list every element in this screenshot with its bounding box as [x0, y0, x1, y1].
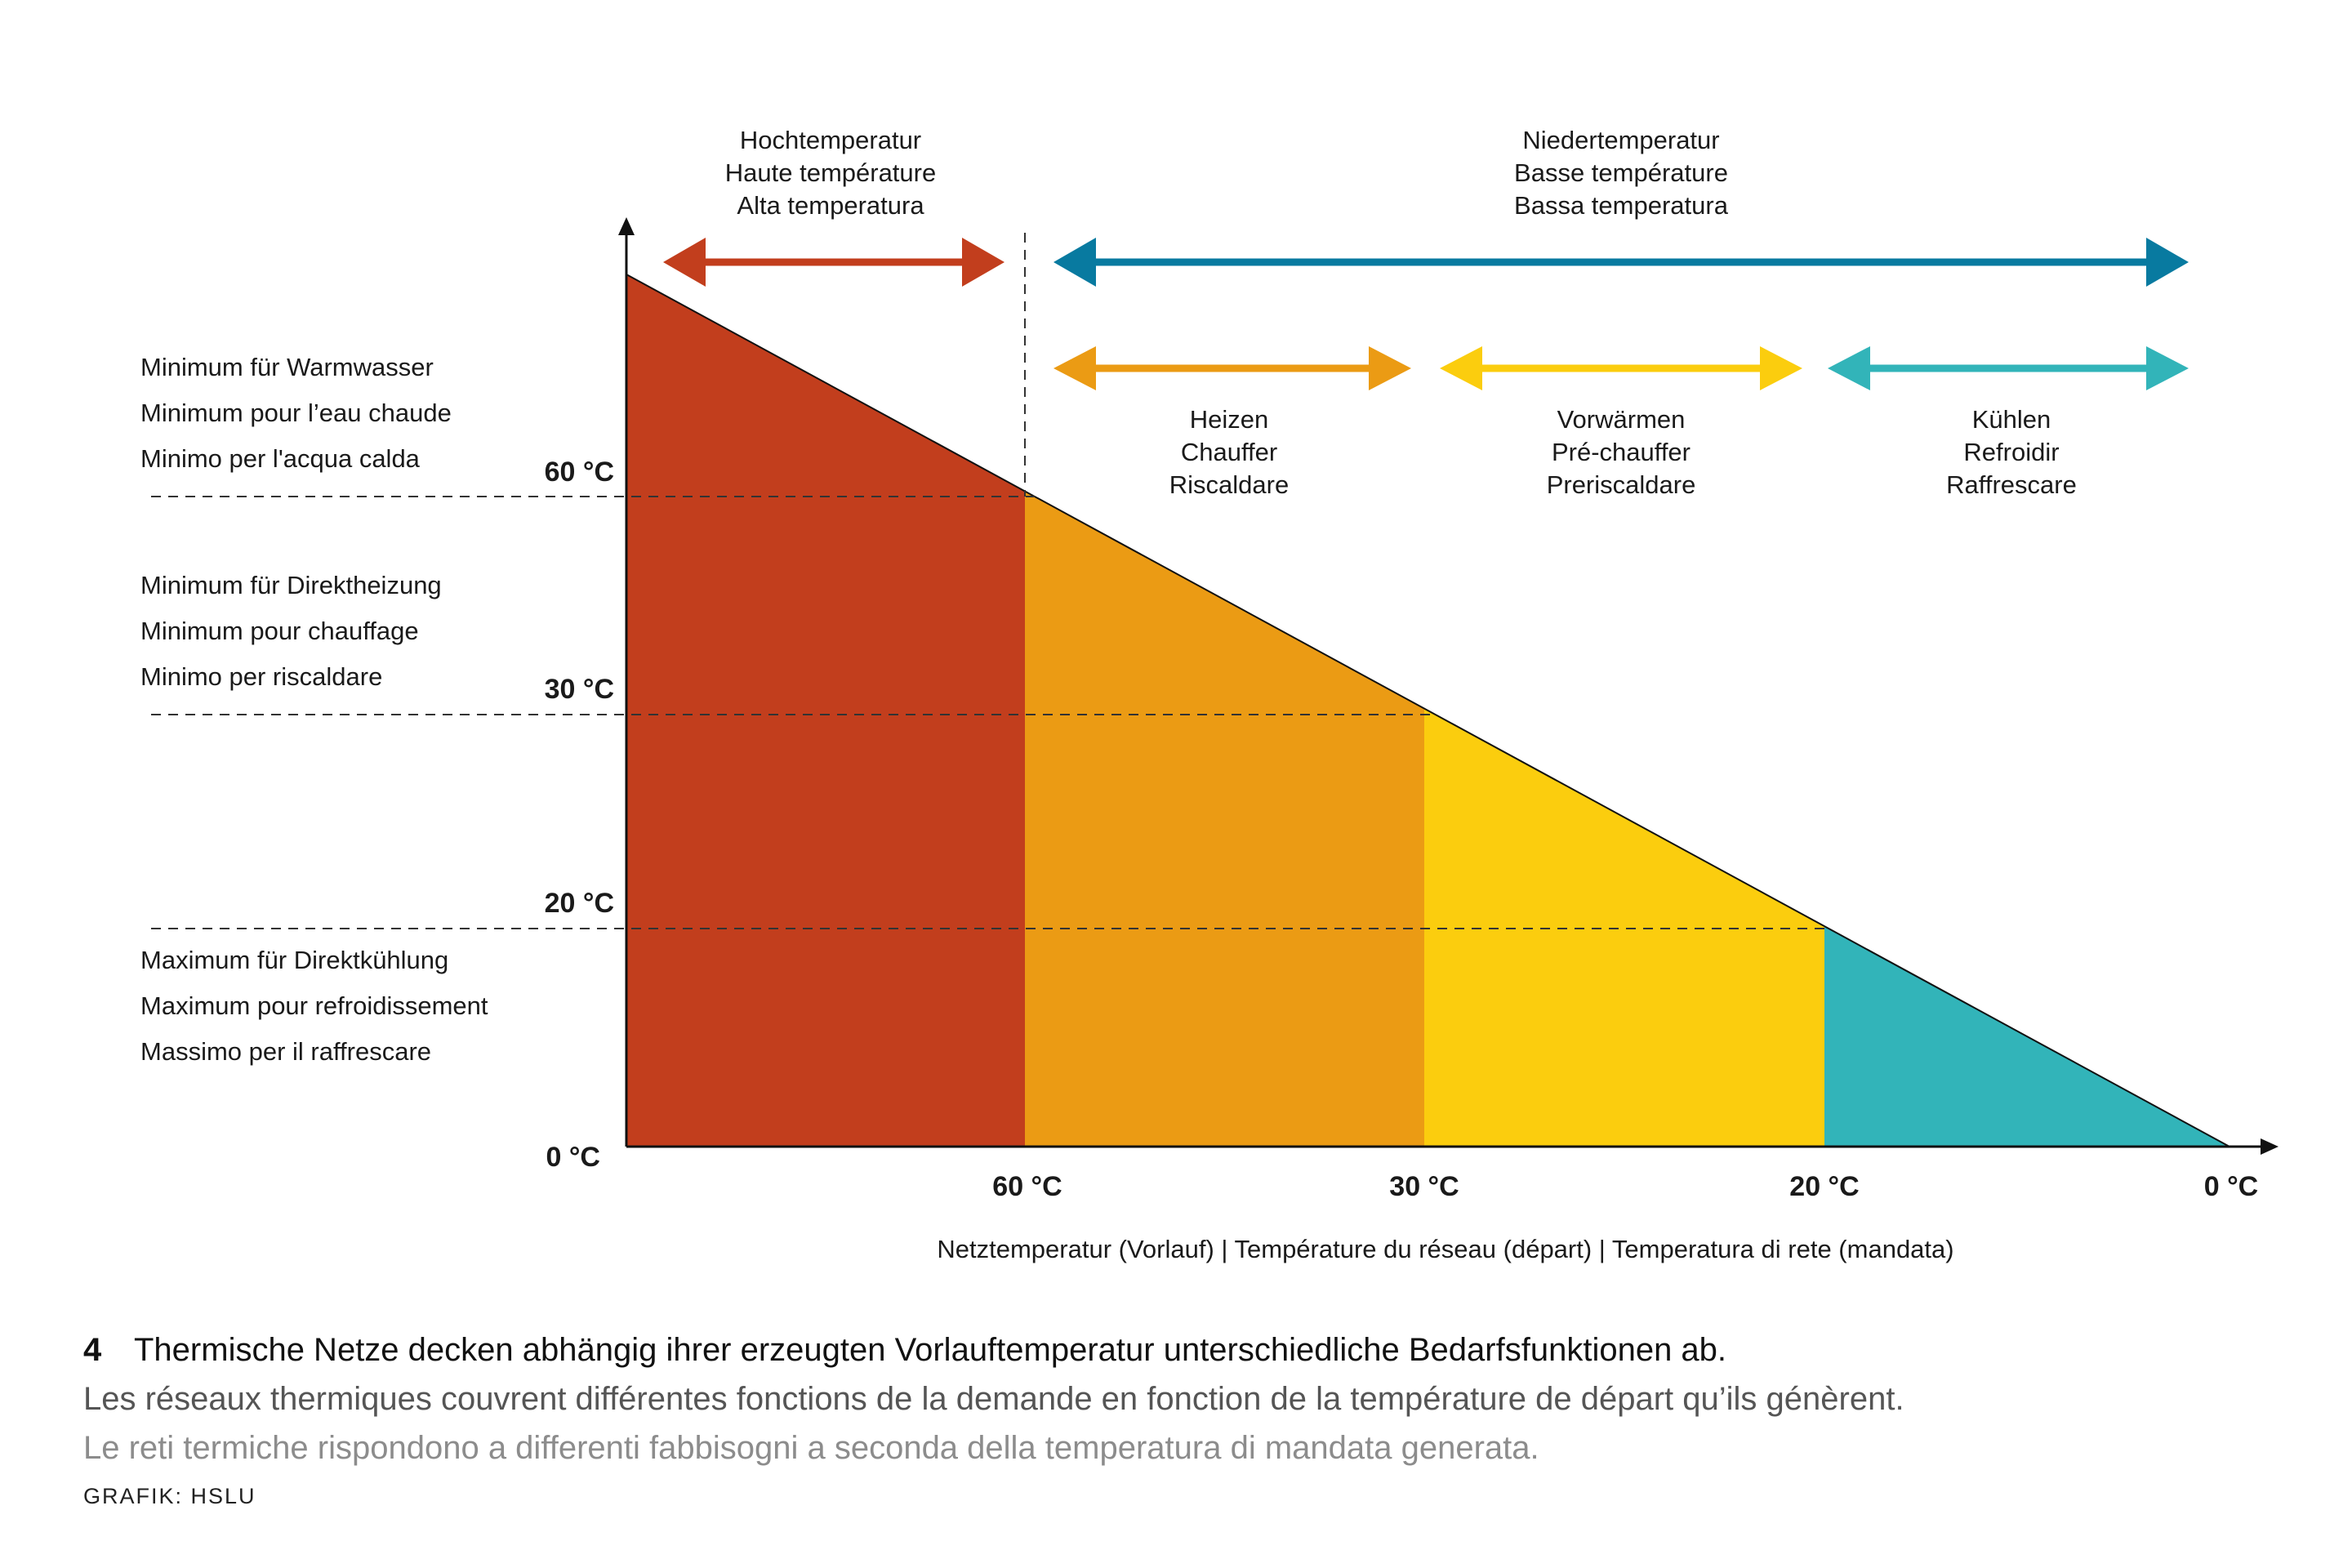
x-tick-label-2: 20 °C: [1789, 1171, 1859, 1202]
x-tick-label-3: 0 °C: [2204, 1171, 2259, 1202]
figure-number: 4: [83, 1332, 102, 1368]
range-arrow-left-icon-heat: [1054, 346, 1096, 390]
range-arrow-right-icon-high: [962, 238, 1004, 287]
range-label-cool-2: Raffrescare: [1946, 470, 2077, 499]
y-axis-arrow-icon: [618, 217, 635, 235]
threshold-label-2-2: Massimo per il raffrescare: [140, 1037, 431, 1066]
range-label-cool-1: Refroidir: [1963, 438, 2059, 466]
range-arrow-left-icon-high: [663, 238, 706, 287]
range-label-high-0: Hochtemperatur: [740, 126, 921, 154]
graphic-credit: GRAFIK: HSLU: [83, 1484, 256, 1508]
range-label-heat-2: Riscaldare: [1169, 470, 1289, 499]
threshold-label-0-2: Minimo per l'acqua calda: [140, 444, 421, 473]
range-arrow-left-icon-preheat: [1440, 346, 1482, 390]
x-tick-label-1: 30 °C: [1389, 1171, 1459, 1202]
range-label-low-0: Niedertemperatur: [1522, 126, 1719, 154]
x-axis-title: Netztemperatur (Vorlauf) | Température d…: [937, 1235, 1953, 1263]
range-label-high-1: Haute température: [725, 158, 936, 187]
threshold-label-1-0: Minimum für Direktheizung: [140, 571, 442, 599]
range-arrow-right-icon-low: [2146, 238, 2189, 287]
range-label-preheat-0: Vorwärmen: [1557, 405, 1686, 434]
y-tick-label-2: 20 °C: [545, 888, 614, 919]
range-label-low-2: Bassa temperatura: [1514, 191, 1729, 220]
range-label-cool-0: Kühlen: [1972, 405, 2051, 434]
chart: Hochtemperatur Haute température Alta temp…: [140, 126, 2278, 1263]
segment-hochtemperatur: [626, 274, 1025, 1147]
x-tick-label-0: 60 °C: [992, 1171, 1062, 1202]
segment-heizen: [1025, 491, 1424, 1147]
range-arrow-right-icon-heat: [1369, 346, 1411, 390]
caption-german-text: Thermische Netze decken abhängig ihrer e…: [134, 1332, 1727, 1368]
caption-italian: Le reti termiche rispondono a differenti…: [83, 1430, 1539, 1466]
caption-french: Les réseaux thermiques couvrent différen…: [83, 1381, 1904, 1417]
y-tick-label-0: 60 °C: [545, 457, 614, 488]
range-label-preheat-2: Preriscaldare: [1547, 470, 1696, 499]
caption-german: 4 Thermische Netze decken abhängig ihrer …: [83, 1334, 2288, 1366]
range-arrow-left-icon-low: [1054, 238, 1096, 287]
temperature-line: [626, 274, 2230, 1147]
threshold-label-2-1: Maximum pour refroidissement: [140, 991, 488, 1020]
threshold-label-0-0: Minimum für Warmwasser: [140, 353, 434, 381]
range-label-preheat-1: Pré-chauffer: [1552, 438, 1690, 466]
range-label-low-1: Basse température: [1514, 158, 1728, 187]
range-arrow-right-icon-cool: [2146, 346, 2189, 390]
threshold-label-1-2: Minimo per riscaldare: [140, 662, 382, 691]
threshold-label-1-1: Minimum pour chauffage: [140, 617, 419, 645]
range-label-high-2: Alta temperatura: [737, 191, 924, 220]
range-label-heat-0: Heizen: [1190, 405, 1269, 434]
range-label-heat-1: Chauffer: [1181, 438, 1277, 466]
range-arrow-left-icon-cool: [1828, 346, 1870, 390]
x-axis-arrow-icon: [2261, 1138, 2278, 1155]
threshold-label-2-0: Maximum für Direktkühlung: [140, 946, 448, 974]
y-tick-label-1: 30 °C: [545, 674, 614, 705]
range-arrow-right-icon-preheat: [1760, 346, 1802, 390]
segment-vorwrmen: [1424, 708, 1824, 1147]
threshold-label-0-1: Minimum pour l’eau chaude: [140, 399, 452, 427]
y-tick-label-3: 0 °C: [546, 1142, 600, 1173]
